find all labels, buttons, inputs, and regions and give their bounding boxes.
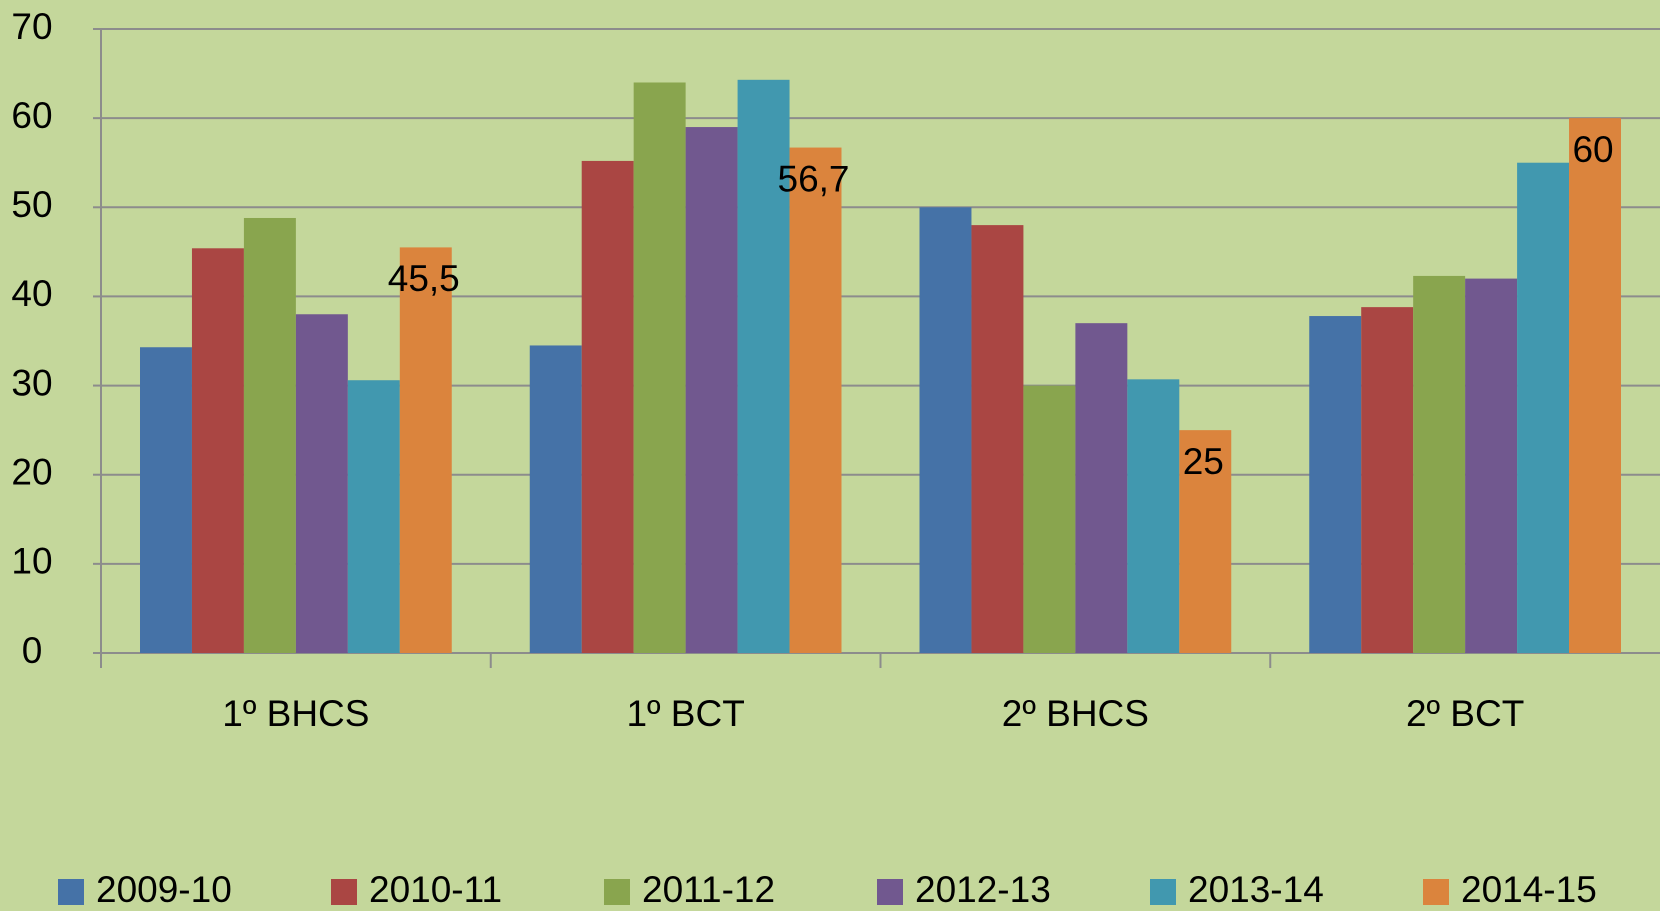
bar <box>1413 275 1466 653</box>
bar <box>581 160 634 653</box>
y-tick-label: 20 <box>11 451 52 492</box>
y-tick-label: 60 <box>11 95 52 136</box>
legend-label: 2009-10 <box>96 869 232 910</box>
bar <box>529 345 582 653</box>
legend-swatch <box>331 879 357 905</box>
legend-label: 2013-14 <box>1188 869 1324 910</box>
x-tick-label: 2º BHCS <box>1002 693 1149 734</box>
legend-label: 2012-13 <box>915 869 1051 910</box>
bar <box>971 225 1024 653</box>
bar <box>191 248 244 653</box>
legend-swatch <box>1150 879 1176 905</box>
bar <box>1465 278 1518 653</box>
bar <box>1309 316 1362 653</box>
data-label: 25 <box>1183 441 1224 482</box>
data-label: 60 <box>1572 129 1613 170</box>
bar <box>1517 162 1570 653</box>
y-tick-label: 40 <box>11 273 52 314</box>
bar <box>295 314 348 653</box>
legend-label: 2011-12 <box>642 869 775 910</box>
bar <box>1023 385 1076 653</box>
bar <box>1361 307 1414 653</box>
x-tick-label: 1º BHCS <box>222 693 369 734</box>
y-tick-label: 30 <box>11 362 52 403</box>
bar <box>1075 323 1128 653</box>
legend-label: 2010-11 <box>369 869 502 910</box>
bar <box>633 82 686 653</box>
bar <box>919 207 972 654</box>
legend-label: 2014-15 <box>1461 869 1597 910</box>
data-label: 56,7 <box>778 158 850 199</box>
y-tick-label: 70 <box>11 6 52 47</box>
legend-swatch <box>1423 879 1449 905</box>
legend-swatch <box>604 879 630 905</box>
legend-swatch <box>877 879 903 905</box>
y-tick-label: 50 <box>11 184 52 225</box>
x-tick-label: 2º BCT <box>1406 693 1524 734</box>
bar <box>1569 118 1621 653</box>
legend-swatch <box>58 879 84 905</box>
bar <box>243 217 296 654</box>
data-label: 45,5 <box>388 258 460 299</box>
bar <box>140 347 192 653</box>
bar <box>399 247 452 653</box>
y-tick-label: 0 <box>22 630 43 671</box>
bar <box>1127 379 1180 653</box>
bar <box>347 380 400 653</box>
y-tick-label: 10 <box>11 541 52 582</box>
bar <box>789 147 842 653</box>
x-tick-label: 1º BCT <box>626 693 744 734</box>
bar <box>737 79 790 654</box>
bar <box>1179 430 1232 653</box>
bar <box>685 127 738 654</box>
